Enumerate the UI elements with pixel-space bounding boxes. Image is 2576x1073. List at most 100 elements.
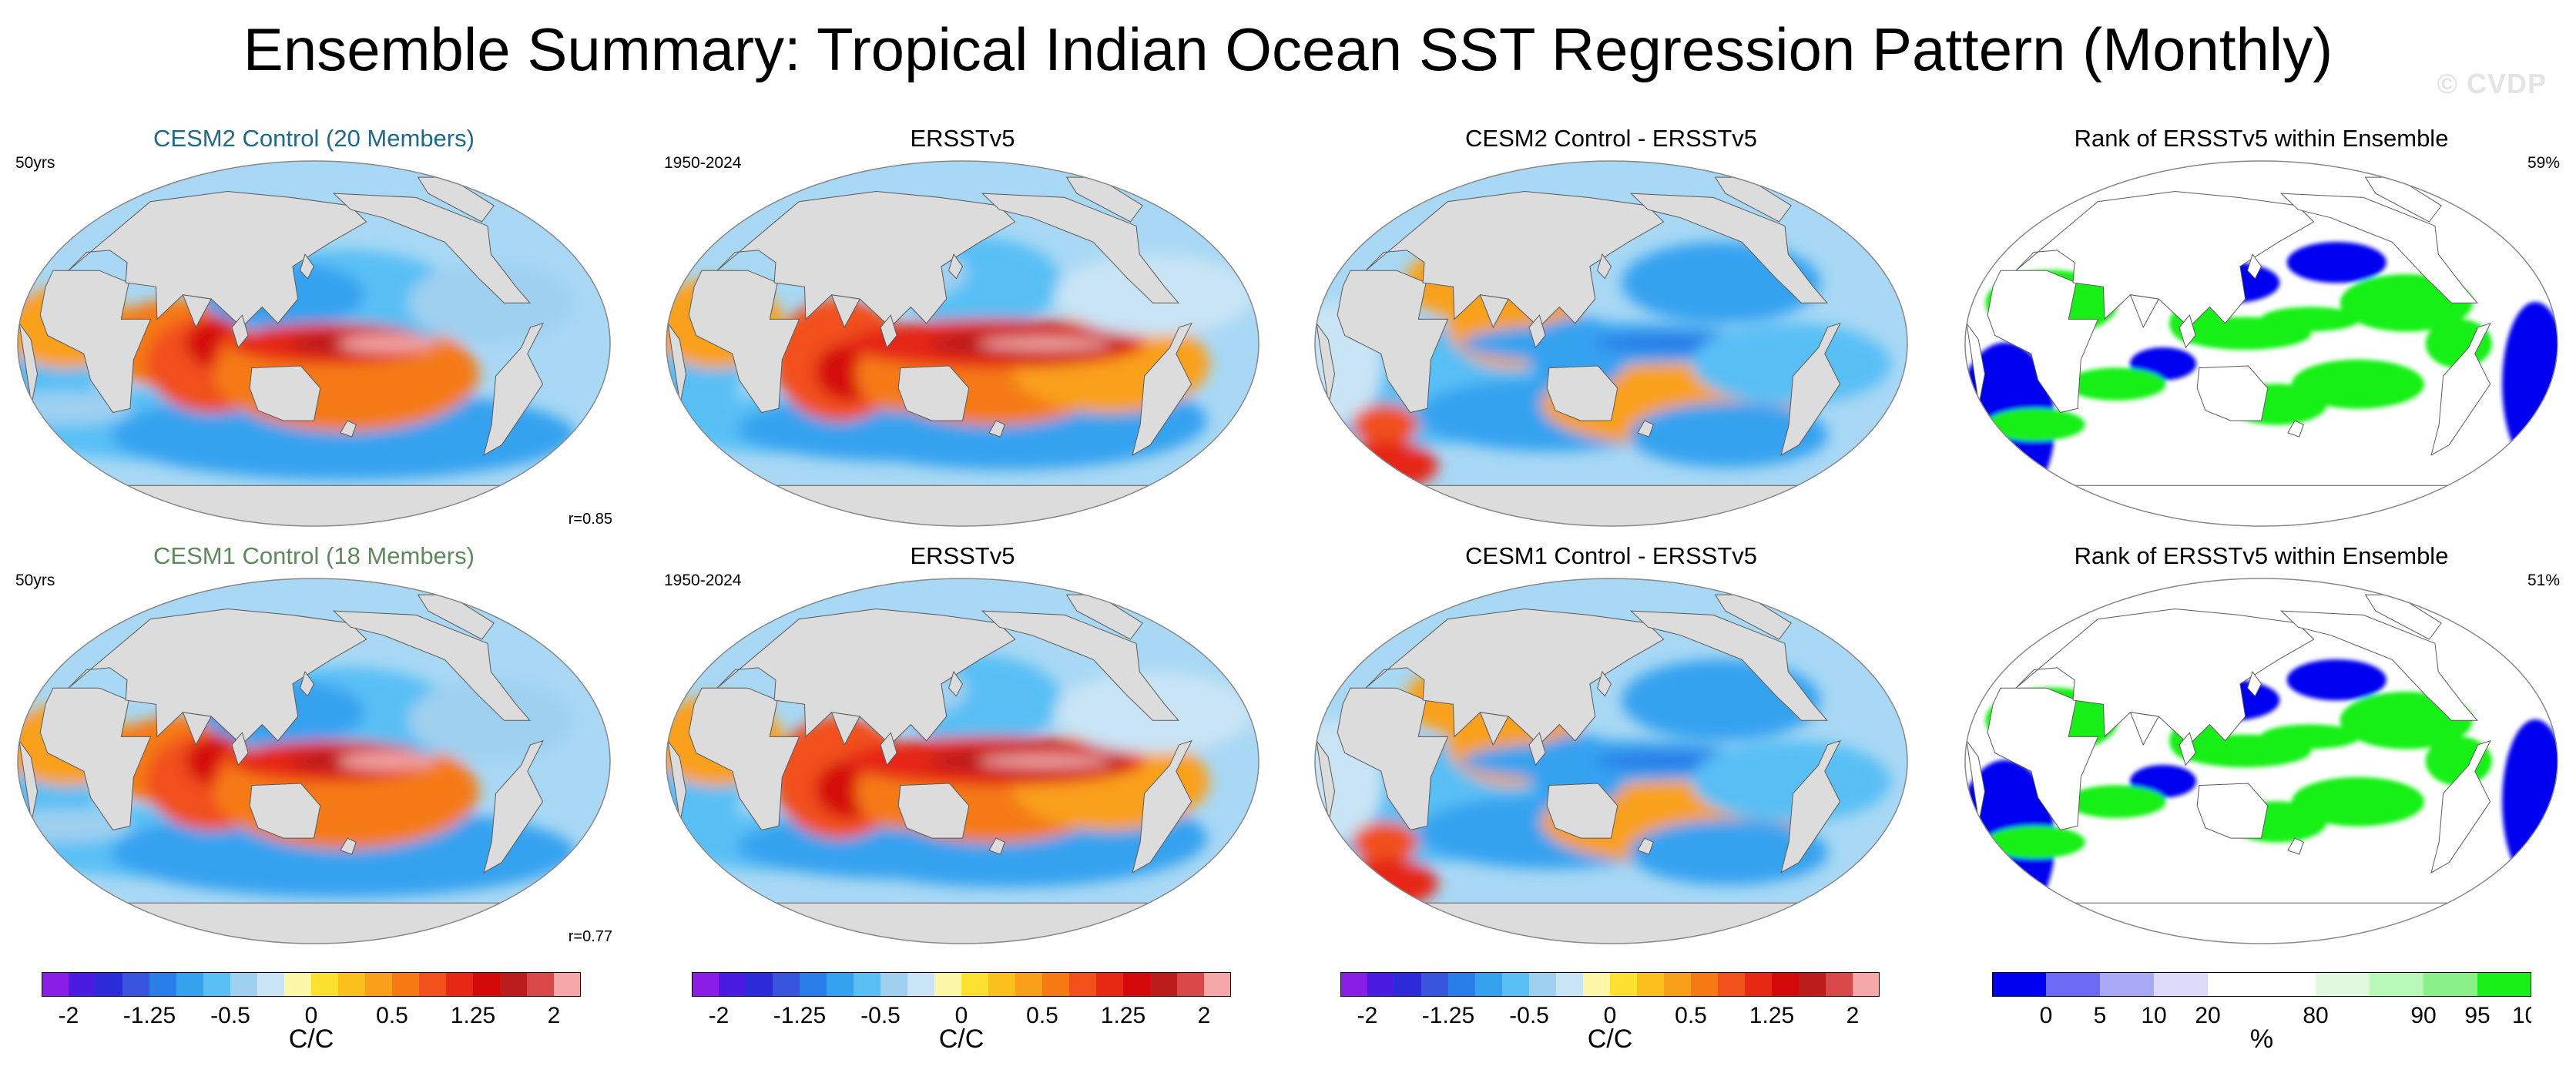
field-patch — [2286, 659, 2386, 701]
field-patch — [2066, 367, 2166, 401]
land-india — [2129, 712, 2159, 746]
field-patch — [111, 806, 575, 898]
map-panel: Rank of ERSSTv5 within Ensemble 59% — [1963, 123, 2560, 528]
colorbar-graphic: -2 -1.25 -0.5 0 0.5 1.25 2 — [692, 972, 1231, 1028]
colorbar-swatch — [446, 972, 474, 997]
colorbar-swatch — [1637, 972, 1665, 997]
colorbar-tick-label: 0 — [305, 1003, 318, 1028]
colorbar-tick-label: -2 — [1357, 1003, 1378, 1028]
colorbar-swatch — [257, 972, 285, 997]
land-samer — [1132, 322, 1192, 456]
colorbar-swatch — [1664, 972, 1692, 997]
panel-title: Rank of ERSSTv5 within Ensemble — [2074, 542, 2449, 569]
panel-title: CESM1 Control (18 Members) — [153, 542, 475, 569]
land-nz — [2287, 420, 2304, 438]
colorbar-swatch — [2370, 972, 2424, 997]
map-plot — [1314, 160, 1908, 527]
colorbar-swatch — [2100, 972, 2155, 997]
field-patch — [1352, 821, 1419, 863]
field-patch — [2291, 776, 2425, 827]
pattern-correlation-label: r=0.77 — [568, 928, 612, 945]
colorbar: -2 -1.25 -0.5 0 0.5 1.25 2 C/C — [42, 972, 581, 1057]
land-india — [830, 294, 860, 329]
colorbar-swatch — [1069, 972, 1097, 997]
colorbar-swatch — [203, 972, 231, 997]
land-namer — [2279, 610, 2478, 721]
map-plot — [1964, 160, 2558, 527]
map-panel: CESM2 Control (20 Members) 50yrs r=0.85 — [15, 123, 612, 528]
colorbar-tick-label: -2 — [709, 1003, 730, 1028]
land-india — [1479, 712, 1509, 746]
colorbar-swatch — [149, 972, 177, 997]
colorbar-tick-label: 90 — [2410, 1003, 2436, 1028]
land-samerW — [1316, 740, 1336, 823]
map-plot — [666, 160, 1259, 527]
colorbar-swatch — [1340, 972, 1368, 997]
colorbar-swatch — [1150, 972, 1178, 997]
land-eurasia — [1365, 608, 1665, 746]
colorbar-swatch — [1799, 972, 1826, 997]
land-austral — [897, 783, 970, 839]
land-india — [182, 294, 212, 329]
map-plot — [1964, 578, 2558, 944]
map-panel: CESM2 Control - ERSSTv5 — [1313, 123, 1910, 528]
land-austral — [1546, 783, 1618, 839]
land-nz — [340, 420, 357, 438]
colorbar-swatch — [1772, 972, 1800, 997]
colorbar-tick-label: 0 — [1604, 1003, 1617, 1028]
colorbar-swatch — [907, 972, 935, 997]
land-sea — [880, 314, 897, 349]
colorbar-swatch — [692, 972, 719, 997]
colorbar-swatch — [1583, 972, 1611, 997]
land-africa — [1337, 687, 1449, 831]
cvdp-watermark: © CVDP — [2437, 68, 2547, 99]
colorbar-swatch — [934, 972, 962, 997]
colorbar-tick-label: -1.25 — [123, 1003, 176, 1028]
colorbar-swatch — [1745, 972, 1773, 997]
land-eurasia — [68, 608, 367, 746]
colorbar-tick-label: 0 — [955, 1003, 968, 1028]
land-japan — [948, 670, 964, 697]
colorbar-swatch — [1204, 972, 1231, 997]
map-panel: CESM1 Control - ERSSTv5 — [1313, 541, 1910, 946]
colorbar-swatch — [1610, 972, 1638, 997]
colorbar-swatch — [473, 972, 501, 997]
colorbar-swatch — [365, 972, 393, 997]
colorbar-tick-label: -0.5 — [1509, 1003, 1549, 1028]
land-japan — [2247, 253, 2262, 280]
land-antarc — [103, 485, 525, 526]
land-samer — [2430, 739, 2491, 873]
land-africa — [39, 270, 152, 414]
colorbar-tick-label: 20 — [2195, 1003, 2220, 1028]
land-sea — [1528, 732, 1546, 766]
land-india — [2129, 294, 2159, 329]
land-sea — [1528, 314, 1546, 349]
land-africa — [688, 270, 800, 414]
field-patch — [2260, 724, 2360, 749]
colorbar-swatch — [96, 972, 123, 997]
colorbar-swatch — [392, 972, 420, 997]
land-austral — [897, 365, 970, 421]
map-panel: Rank of ERSSTv5 within Ensemble 51% — [1963, 541, 2560, 946]
land-sea — [2179, 314, 2196, 349]
land-samer — [1132, 739, 1192, 873]
colorbar-swatch — [311, 972, 339, 997]
colorbar-tick-label: 0.5 — [1675, 1003, 1707, 1028]
colorbar-swatch — [1556, 972, 1584, 997]
colorbar-swatch — [1853, 972, 1880, 997]
colorbar-tick-label: 1.25 — [451, 1003, 495, 1028]
land-namer — [1629, 610, 1828, 721]
land-japan — [300, 670, 315, 697]
colorbar-tick-label: 2 — [1198, 1003, 1211, 1028]
land-africa — [1987, 687, 2099, 831]
land-samer — [1780, 322, 1841, 456]
field-patch — [1628, 819, 1829, 886]
land-eurasia — [2015, 190, 2315, 328]
colorbar-swatch — [1691, 972, 1719, 997]
field-patch — [1692, 323, 1891, 405]
land-green — [1065, 594, 1143, 640]
map-border — [1964, 160, 2558, 527]
colorbar-swatch — [719, 972, 746, 997]
land-sea — [2179, 732, 2196, 766]
land-sea — [231, 732, 249, 766]
